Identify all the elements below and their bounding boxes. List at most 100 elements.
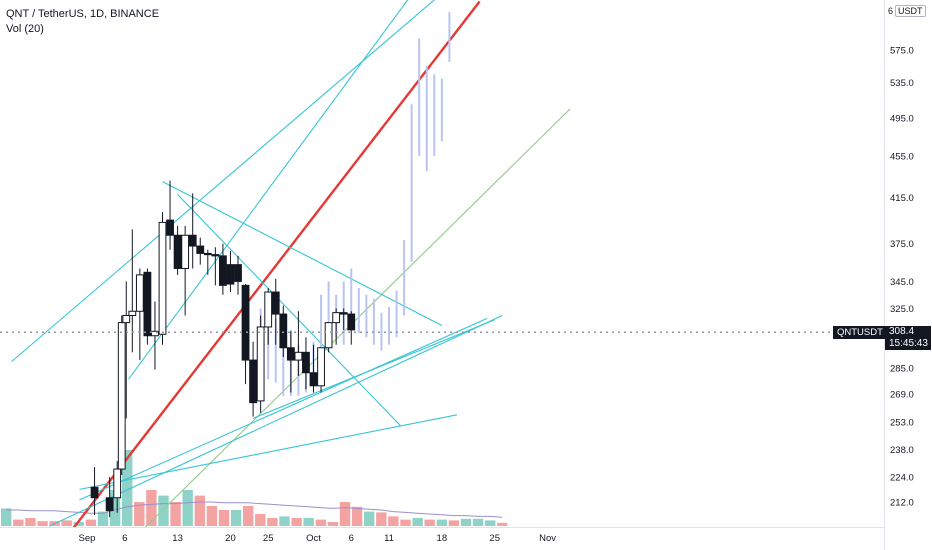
volume-bar (13, 519, 24, 526)
price-tick-label: 224.0 (890, 473, 914, 484)
time-tick-label: Oct (306, 533, 321, 544)
volume-bar (267, 518, 278, 526)
candle-body (234, 264, 242, 282)
trendline-cyan (128, 0, 409, 380)
candle-body (117, 322, 126, 470)
volume-bar (485, 520, 496, 526)
candle-body (158, 221, 167, 335)
candle-body (113, 468, 122, 499)
candle-body (188, 234, 197, 247)
candle-body (143, 271, 152, 337)
candle-body (173, 234, 182, 269)
candle-body (90, 486, 99, 499)
time-axis-divider (0, 527, 884, 528)
trendline-cyan (49, 314, 503, 527)
currency-unit: USDT (895, 5, 926, 17)
volume-bar (400, 519, 411, 526)
candle-body (279, 313, 288, 349)
volume-bar (37, 521, 48, 526)
time-tick-label: Nov (539, 533, 556, 544)
candle-body (122, 314, 131, 324)
price-tick-label: 415.0 (890, 193, 914, 204)
candle-body (286, 347, 295, 361)
bar-countdown-label: 15:45:43 (885, 338, 931, 350)
trendline-cyan (11, 0, 435, 363)
volume-bar (364, 511, 375, 526)
volume-bar (291, 518, 302, 526)
time-tick-label: 25 (263, 533, 274, 544)
candle-body (241, 284, 250, 361)
price-tick-label: 345.0 (890, 277, 914, 288)
candle-body (166, 219, 174, 236)
scale-prefix: 6 (888, 6, 894, 16)
price-axis-divider (884, 0, 885, 550)
volume-pane (1, 450, 508, 526)
volume-bar (388, 516, 399, 526)
volume-bar (134, 502, 145, 526)
volume-bar (412, 518, 423, 526)
candle-body (317, 347, 325, 387)
time-tick-label: Sep (79, 533, 96, 544)
price-tick-label: 253.0 (890, 417, 914, 428)
trendline-cyan (177, 194, 401, 426)
time-tick-label: 13 (172, 533, 183, 544)
volume-bar (472, 518, 484, 526)
volume-ma-line (6, 501, 503, 518)
symbol-title[interactable]: QNT / TetherUS, 1D, BINANCE (6, 8, 160, 20)
volume-bar (158, 495, 169, 526)
candle-body (128, 310, 137, 316)
candle-body (203, 252, 212, 256)
candle-body (309, 372, 318, 387)
volume-bar (315, 519, 326, 526)
symbol-price-tag: QNTUSDT (833, 326, 887, 339)
volume-bar (73, 522, 84, 526)
trendline-red (72, 0, 481, 527)
volume-bar (303, 518, 314, 526)
trendline-cyan (79, 414, 458, 490)
candle-body (181, 234, 190, 269)
volume-bar (170, 502, 181, 526)
volume-indicator-label[interactable]: Vol (20) (6, 23, 44, 35)
time-tick-label: 18 (437, 533, 448, 544)
candle-body (135, 274, 144, 312)
projection-layer (259, 12, 451, 396)
time-tick-label: 20 (225, 533, 236, 544)
price-tick-label: 238.0 (890, 445, 914, 456)
candle-body (339, 312, 348, 315)
price-tick-label: 375.0 (890, 239, 914, 250)
candle-body (271, 291, 280, 315)
time-tick-label: 11 (384, 533, 394, 544)
volume-bar (376, 512, 387, 526)
volume-bar (339, 502, 351, 526)
price-tick-label: 325.0 (890, 304, 914, 315)
candle-body (302, 351, 310, 374)
time-tick-label: 25 (489, 533, 500, 544)
volume-bar (25, 518, 36, 526)
volume-bar (194, 495, 205, 526)
volume-bar (327, 522, 339, 526)
price-axis: 575.0 535.0 495.0 455.0 415.0 375.0 345.0 325.0… (885, 0, 932, 550)
candle-body (105, 497, 114, 512)
volume-bar (230, 510, 242, 526)
volume-bar (206, 506, 218, 526)
candle-body (219, 255, 227, 286)
time-axis: Sep 6 13 20 25 Oct 6 11 18 25 Nov (79, 533, 557, 544)
price-tick-label: 455.0 (890, 152, 914, 163)
price-tick-label: 495.0 (890, 113, 914, 124)
last-price-label: 308.4 (885, 326, 931, 338)
trendline-cyan (162, 181, 443, 326)
scale-badge[interactable]: 6 USDT (888, 5, 926, 17)
price-tick-label: 212.0 (890, 498, 914, 509)
price-tick-label: 535.0 (890, 78, 914, 89)
volume-bar (243, 506, 254, 526)
volume-bar (146, 490, 157, 526)
volume-bar (436, 519, 447, 526)
candles-layer (90, 180, 356, 518)
volume-bar (1, 508, 12, 526)
time-tick-label: 6 (122, 533, 127, 544)
volume-bar (424, 519, 435, 526)
volume-bar (351, 506, 363, 526)
volume-bar (448, 520, 460, 526)
